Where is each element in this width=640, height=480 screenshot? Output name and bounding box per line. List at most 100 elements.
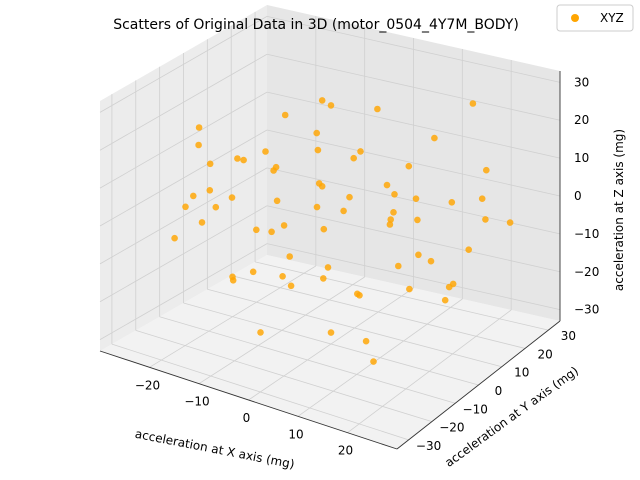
data-point bbox=[412, 195, 420, 202]
data-point bbox=[340, 207, 347, 215]
data-point bbox=[314, 146, 322, 154]
grid-line-z-back bbox=[266, 15, 561, 83]
z-tick-label: −30 bbox=[574, 303, 599, 317]
z-tick-label: 30 bbox=[574, 75, 589, 89]
z-tick-label: 20 bbox=[574, 113, 589, 127]
grid-line-z-back bbox=[266, 91, 561, 159]
data-point bbox=[257, 329, 264, 336]
data-point bbox=[465, 246, 473, 253]
y-axis-line bbox=[396, 320, 561, 450]
grid-line-y-floor bbox=[159, 316, 456, 404]
data-point bbox=[318, 183, 326, 190]
data-point bbox=[279, 273, 286, 280]
chart-title: Scatters of Original Data in 3D (motor_0… bbox=[113, 17, 519, 33]
data-point bbox=[313, 129, 321, 137]
data-point bbox=[357, 148, 364, 155]
data-point bbox=[427, 257, 435, 265]
legend: XYZ bbox=[556, 4, 634, 32]
data-point bbox=[387, 216, 395, 223]
grid-line-y-floor bbox=[254, 261, 549, 331]
data-point bbox=[286, 253, 294, 260]
x-axis-label: acceleration at X axis (mg) bbox=[134, 427, 296, 472]
grid-line-z-back bbox=[266, 129, 561, 197]
legend-label-xyz: XYZ bbox=[600, 11, 624, 25]
data-point bbox=[195, 124, 203, 131]
data-point bbox=[252, 226, 260, 234]
data-point bbox=[318, 97, 326, 104]
data-point bbox=[280, 222, 288, 229]
y-tick-label: −10 bbox=[463, 402, 488, 416]
data-point bbox=[370, 358, 377, 365]
x-tick-label: −20 bbox=[135, 378, 160, 392]
data-point bbox=[405, 162, 413, 170]
data-point bbox=[395, 262, 402, 270]
grid-line-z-back bbox=[266, 205, 561, 273]
y-tick-label: 10 bbox=[514, 366, 529, 380]
data-point bbox=[374, 105, 381, 113]
data-point bbox=[270, 167, 277, 174]
grid-line-z-wall bbox=[99, 53, 268, 151]
tick-labels: −20 −10 0 10 20 −30 −20 −10 0 10 20 30 −30 −20 −10 0 10 2… bbox=[135, 75, 599, 457]
data-point bbox=[483, 166, 490, 174]
scatter-points bbox=[171, 97, 514, 365]
grid-line-y-floor bbox=[111, 343, 409, 441]
grid-line-z-wall bbox=[99, 129, 268, 227]
data-point bbox=[448, 199, 456, 206]
data-point bbox=[273, 197, 281, 205]
y-tick-label: 30 bbox=[561, 329, 576, 343]
x-axis-line bbox=[99, 350, 398, 450]
y-tick-label: 0 bbox=[495, 384, 503, 398]
data-point bbox=[195, 141, 202, 149]
data-point bbox=[281, 111, 289, 119]
grid-line-z-wall bbox=[99, 243, 268, 340]
data-point bbox=[390, 209, 397, 216]
data-point bbox=[262, 148, 269, 155]
x-tick-label: −10 bbox=[184, 395, 209, 409]
x-tick-label: 0 bbox=[243, 411, 251, 425]
grid-line-z-wall bbox=[99, 91, 268, 189]
z-tick-label: 0 bbox=[574, 189, 582, 203]
z-tick-label: −10 bbox=[574, 227, 599, 241]
data-point bbox=[320, 225, 328, 233]
data-point bbox=[320, 275, 327, 282]
z-axis-label: acceleration at Z axis (mg) bbox=[612, 129, 626, 291]
y-tick-label: 20 bbox=[537, 347, 552, 361]
grid-line-z-wall bbox=[99, 16, 268, 113]
x-tick-label: 10 bbox=[288, 427, 303, 441]
data-point bbox=[171, 234, 178, 242]
data-point bbox=[383, 181, 391, 189]
data-point bbox=[206, 187, 214, 194]
data-point bbox=[240, 156, 247, 164]
data-point bbox=[362, 337, 370, 345]
data-point bbox=[445, 283, 453, 291]
z-tick-label: 10 bbox=[574, 151, 589, 165]
grid-line-y-floor bbox=[135, 330, 433, 422]
grid-line-z-wall bbox=[99, 167, 268, 265]
data-point bbox=[234, 155, 241, 162]
data-point bbox=[482, 216, 489, 223]
grid-line-z-wall bbox=[99, 205, 268, 303]
data-point bbox=[346, 193, 353, 201]
data-point bbox=[327, 329, 335, 336]
data-point bbox=[287, 282, 295, 290]
data-point bbox=[327, 102, 335, 109]
data-point bbox=[324, 264, 332, 271]
legend-box bbox=[556, 4, 634, 32]
data-point bbox=[441, 296, 449, 304]
data-point bbox=[190, 192, 197, 200]
y-tick-label: −20 bbox=[439, 421, 464, 435]
data-point bbox=[229, 273, 236, 281]
data-point bbox=[268, 228, 275, 236]
data-point bbox=[313, 203, 321, 211]
legend-marker-xyz bbox=[571, 14, 579, 22]
grid-line-y-floor bbox=[231, 275, 526, 349]
data-point bbox=[350, 154, 358, 162]
data-point bbox=[206, 160, 214, 168]
data-point bbox=[198, 219, 206, 226]
data-point bbox=[249, 268, 257, 276]
y-tick-label: −30 bbox=[416, 439, 441, 453]
data-point bbox=[212, 203, 220, 211]
data-point bbox=[386, 221, 394, 228]
data-point bbox=[506, 219, 514, 226]
